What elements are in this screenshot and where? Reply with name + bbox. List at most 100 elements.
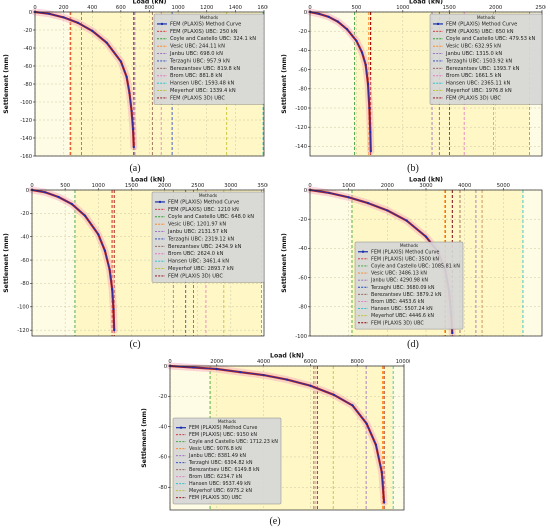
legend-title: Methods <box>400 243 419 249</box>
y-tick-label: 0 <box>29 10 32 16</box>
legend-title: Methods <box>218 419 237 425</box>
data-point <box>369 130 372 134</box>
legend-label: FEM (PLAXIS) Method Curve <box>371 249 439 255</box>
caption-b: (b) <box>407 163 419 174</box>
y-tick-label: 0 <box>26 188 29 194</box>
y-tick-label: -80 <box>24 82 32 88</box>
data-point <box>328 191 331 195</box>
chart-c: 0 500 1000 1500 2000 2500 3000 3500 0 -20 -40 -60 -8… <box>3 177 268 337</box>
y-tick-label: -80 <box>21 281 29 287</box>
x-tick-label: 600 <box>116 5 126 11</box>
legend-marker <box>160 22 164 26</box>
y-axis-label: Settlement (mm) <box>281 54 288 114</box>
legend-label: Vesic UBC: 632.95 kN <box>446 44 501 50</box>
y-tick-label: -20 <box>299 29 307 35</box>
data-point <box>366 202 370 205</box>
legend-label: FEM (PLAXIS) Method Curve <box>189 425 257 431</box>
chart-panel-d: 0 1000 2000 3000 4000 5000 0 -20 -40 -60 -80 -100 Lo… <box>280 176 546 340</box>
data-point <box>383 501 386 504</box>
x-tick-label: 0 <box>308 5 311 11</box>
legend-label: Brom UBC: 1661.5 kN <box>446 73 502 79</box>
x-tick-label: 2500 <box>535 5 546 11</box>
x-tick-label: 6000 <box>304 359 317 365</box>
y-tick-label: -80 <box>159 485 167 491</box>
y-tick-label: -140 <box>20 136 32 142</box>
data-point <box>128 91 131 95</box>
y-tick-label: -40 <box>159 424 167 430</box>
legend-marker <box>158 200 162 204</box>
legend-label: Hansen UBC: 9537.49 kN <box>189 481 251 487</box>
legend-label: FEM (PLAXIS) UBC: 9150 kN <box>189 432 257 438</box>
chart-b: 0 500 1000 1500 2000 2500 0 -20 -40 -60 -80 -100 -12… <box>281 0 546 157</box>
legend-label: FEM (PLAXIS) UBC: 3500 kN <box>371 256 439 262</box>
x-tick-label: 2000 <box>210 359 223 365</box>
data-point <box>48 12 51 15</box>
y-tick-label: -140 <box>295 144 307 150</box>
legend-label: Janbu UBC: 698.0 kN <box>169 51 223 57</box>
legend-label: Janbu UBC: 1315.0 kN <box>445 51 502 57</box>
legend-label: Meyerhof UBC: 1339.4 kN <box>170 88 236 94</box>
y-tick-label: -100 <box>295 334 307 340</box>
legend-marker <box>436 22 440 26</box>
axes-frame <box>169 365 405 511</box>
legend-label: Meyerhof UBC: 6975.2 kN <box>189 488 252 494</box>
y-tick-label: -20 <box>21 211 29 217</box>
legend-label: Coyle and Castello UBC: 1085.81 kN <box>371 263 460 269</box>
x-tick-label: 1000 <box>92 183 105 189</box>
x-tick-label: 4000 <box>458 183 471 189</box>
x-tick-label: 200 <box>59 5 69 11</box>
y-tick-label: -60 <box>299 275 307 281</box>
y-tick-label: -40 <box>24 46 32 52</box>
x-tick-label: 8000 <box>351 359 364 365</box>
data-point <box>103 249 107 252</box>
x-tick-label: 3500 <box>257 183 268 189</box>
legend-marker <box>361 250 365 253</box>
x-tick-label: 3000 <box>419 183 432 189</box>
legend-label: Terzaghi UBC: 2319.12 kN <box>167 236 234 242</box>
legend-label: FEM (PLAXIS) Method Curve <box>446 21 517 27</box>
legend-label: FEM (PLAXIS 3D) UBC <box>170 95 225 101</box>
caption-c: (c) <box>129 339 141 350</box>
chart-panel-b: 0 500 1000 1500 2000 2500 0 -20 -40 -60 -80 -100 -12… <box>280 0 546 160</box>
legend-label: Terzaghi UBC: 1503.92 kN <box>445 58 512 64</box>
y-tick-label: -120 <box>295 125 307 131</box>
legend-label: Hansen UBC: 1593.48 kN <box>170 81 234 87</box>
fem-method-curve <box>309 11 372 152</box>
x-axis-label: Load (kN) <box>409 0 443 6</box>
legend-label: Vesic UBC: 244.11 kN <box>170 44 225 50</box>
data-point <box>386 209 389 212</box>
legend-label: Berezantsev UBC: 819.8 kN <box>170 66 240 72</box>
legend-label: Coyle and Castello UBC: 1712.23 kN <box>189 439 278 445</box>
data-point <box>285 378 289 381</box>
x-tick-label: 2000 <box>158 183 171 189</box>
data-point <box>97 233 100 236</box>
data-point <box>346 28 349 31</box>
caption-e: (e) <box>269 516 281 527</box>
x-tick-label: 5000 <box>497 183 510 189</box>
y-axis-label: Settlement (mm) <box>3 54 10 114</box>
data-point <box>132 145 135 149</box>
y-tick-label: -120 <box>17 328 29 334</box>
x-tick-label: 2000 <box>489 5 502 11</box>
legend-label: FEM (PLAXIS) UBC: 1210 kN <box>168 207 239 213</box>
data-point <box>309 384 312 387</box>
chart-d: 0 1000 2000 3000 4000 5000 0 -20 -40 -60 -80 -100 Lo… <box>281 177 543 340</box>
data-point <box>215 367 218 371</box>
y-tick-label: -100 <box>20 100 32 106</box>
y-axis-label: Settlement (mm) <box>141 408 148 468</box>
data-point <box>332 393 335 396</box>
data-point <box>366 82 370 86</box>
chart-panel-c: 0 500 1000 1500 2000 2500 3000 3500 0 -20 -40 -60 -8… <box>2 176 268 340</box>
legend-label: Coyle and Castello UBC: 648.0 kN <box>168 214 254 220</box>
caption-d: (d) <box>407 339 419 350</box>
data-point <box>380 471 383 474</box>
x-tick-label: 2500 <box>191 183 204 189</box>
legend-label: Terzaghi UBC: 957.9 kN <box>169 58 230 64</box>
legend-label: Janbu UBC: 4290.98 kN <box>370 278 428 284</box>
data-point <box>364 63 367 66</box>
data-point <box>70 202 73 206</box>
legend-box <box>172 417 282 505</box>
